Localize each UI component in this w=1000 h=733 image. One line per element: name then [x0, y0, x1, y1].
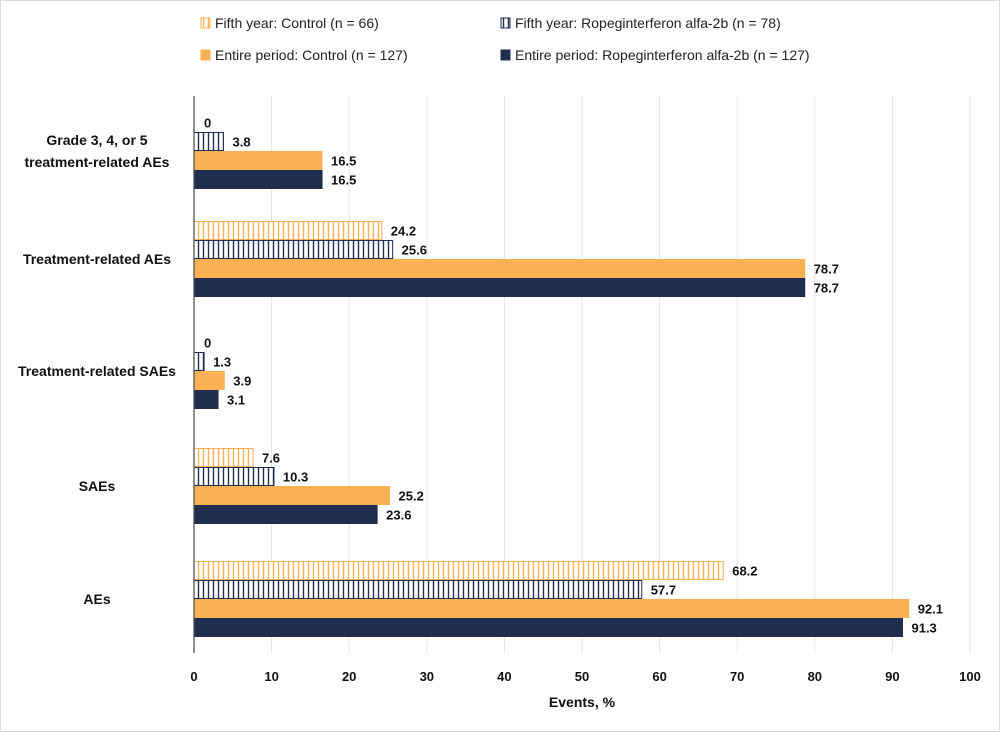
category-label: Treatment-related SAEs [18, 363, 176, 379]
bar [193, 132, 224, 151]
bar [193, 240, 394, 259]
data-label: 24.2 [391, 224, 416, 239]
bar [193, 221, 383, 240]
bars: 03.816.516.524.225.678.778.701.33.93.17.… [193, 116, 943, 637]
legend-swatch-2 [500, 17, 511, 29]
data-label: 3.8 [232, 135, 250, 150]
category-label: Grade 3, 4, or 5 treatment-related AEs [25, 132, 170, 170]
bar [193, 151, 323, 170]
x-tick-label: 70 [730, 669, 744, 684]
legend-swatch-1 [200, 17, 211, 29]
data-label: 0 [204, 336, 211, 351]
x-tick-label: 20 [342, 669, 356, 684]
data-label: 25.6 [402, 243, 427, 258]
bar [193, 580, 643, 599]
x-tick-label: 0 [190, 669, 197, 684]
data-label: 25.2 [399, 489, 424, 504]
bar [193, 390, 219, 409]
data-label: 1.3 [213, 355, 231, 370]
data-label: 3.1 [227, 393, 245, 408]
bar [193, 599, 910, 618]
category-label: AEs [83, 591, 110, 607]
data-label: 91.3 [911, 621, 936, 636]
category-labels: Grade 3, 4, or 5 treatment-related AEs Tre… [18, 132, 176, 607]
legend-label-1: Fifth year: Control (n = 66) [215, 15, 379, 31]
data-label: 3.9 [233, 374, 251, 389]
category-label: Treatment-related AEs [23, 251, 171, 267]
x-axis: 0 10 20 30 40 50 60 70 80 90 100 Events, % [190, 96, 981, 710]
data-label: 68.2 [732, 564, 757, 579]
bar [193, 486, 391, 505]
gridlines [271, 96, 971, 653]
bar [193, 618, 903, 637]
x-tick-label: 100 [959, 669, 981, 684]
legend-swatch-3 [200, 49, 211, 61]
x-tick-label: 30 [420, 669, 434, 684]
data-label: 78.7 [814, 262, 839, 277]
bar [193, 505, 378, 524]
data-label: 0 [204, 116, 211, 131]
legend-swatch-4 [500, 49, 511, 61]
data-label: 7.6 [262, 451, 280, 466]
bar [193, 467, 275, 486]
legend-label-2: Fifth year: Ropeginterferon alfa-2b (n =… [515, 15, 781, 31]
data-label: 92.1 [918, 602, 943, 617]
legend: Fifth year: Control (n = 66) Fifth year: … [200, 15, 810, 63]
x-tick-label: 80 [808, 669, 822, 684]
legend-label-4: Entire period: Ropeginterferon alfa-2b (… [515, 47, 810, 63]
x-tick-label: 10 [264, 669, 278, 684]
x-axis-title: Events, % [549, 694, 616, 710]
data-label: 78.7 [814, 281, 839, 296]
data-label: 57.7 [651, 583, 676, 598]
bar [193, 371, 225, 390]
bar [193, 561, 724, 580]
category-label: SAEs [79, 478, 116, 494]
bar [193, 278, 806, 297]
data-label: 23.6 [386, 508, 411, 523]
data-label: 16.5 [331, 173, 356, 188]
x-tick-label: 40 [497, 669, 511, 684]
bar [193, 352, 205, 371]
legend-label-3: Entire period: Control (n = 127) [215, 47, 408, 63]
x-tick-label: 50 [575, 669, 589, 684]
data-label: 10.3 [283, 470, 308, 485]
data-label: 16.5 [331, 154, 356, 169]
x-tick-label: 90 [885, 669, 899, 684]
bar [193, 259, 806, 278]
bar [193, 170, 323, 189]
bar [193, 448, 254, 467]
x-tick-label: 60 [652, 669, 666, 684]
